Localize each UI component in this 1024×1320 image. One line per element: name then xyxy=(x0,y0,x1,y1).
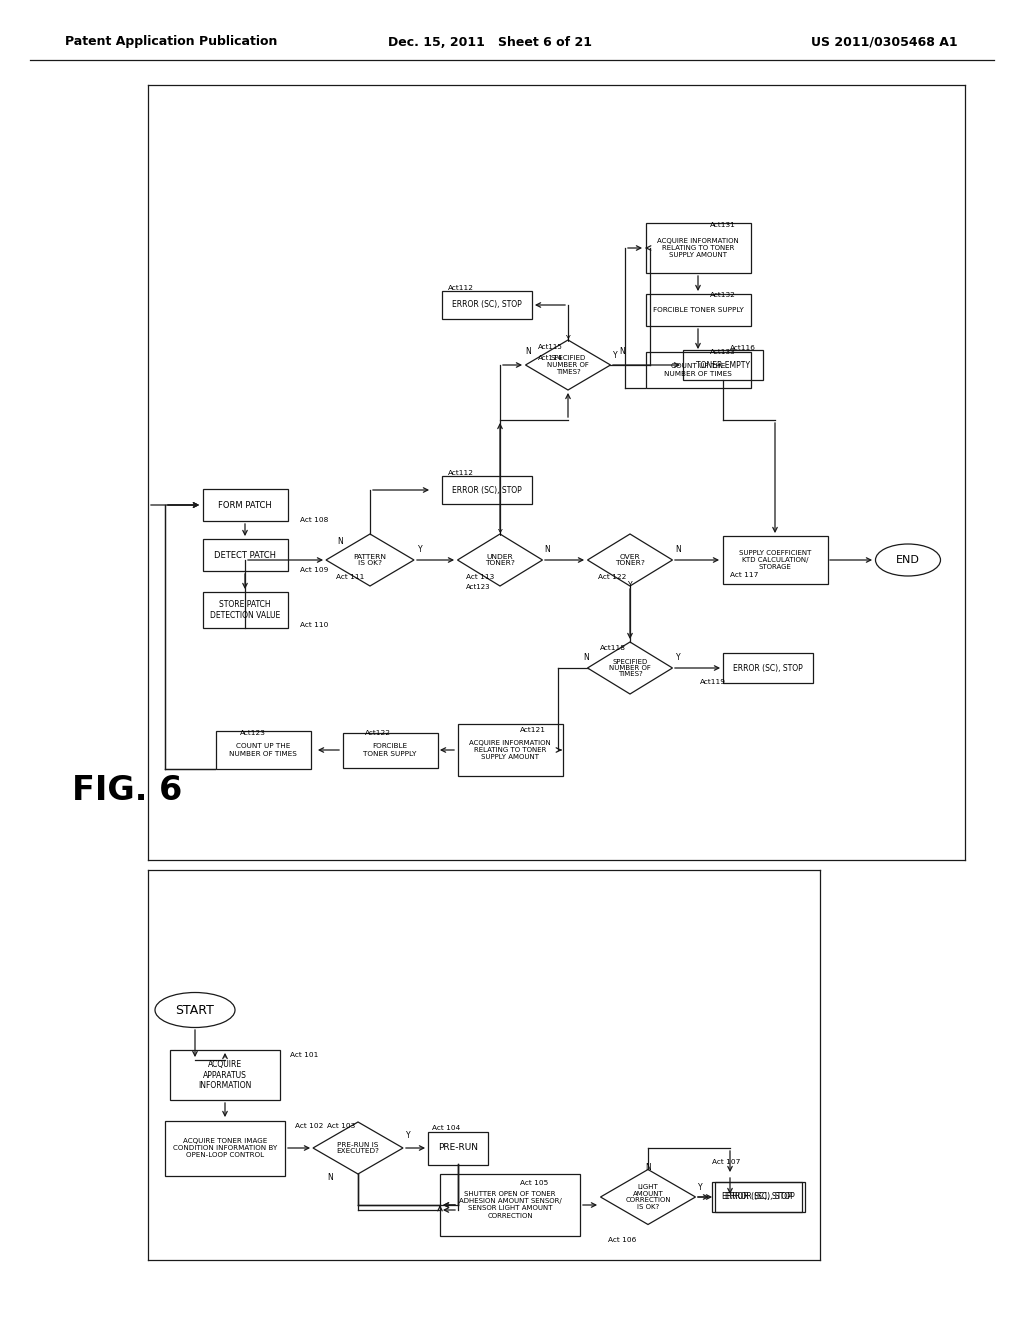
Text: ERROR (SC), STOP: ERROR (SC), STOP xyxy=(722,1192,792,1201)
Text: Act 109: Act 109 xyxy=(300,568,329,573)
Text: Act 106: Act 106 xyxy=(608,1237,636,1243)
Text: N: N xyxy=(327,1173,333,1183)
Text: ERROR (SC), STOP: ERROR (SC), STOP xyxy=(453,486,522,495)
Text: N: N xyxy=(675,545,681,554)
Text: Act121: Act121 xyxy=(520,727,546,733)
Text: SPECIFIED
NUMBER OF
TIMES?: SPECIFIED NUMBER OF TIMES? xyxy=(547,355,589,375)
Bar xyxy=(442,477,532,504)
Text: N: N xyxy=(645,1163,651,1172)
Text: Y: Y xyxy=(418,545,422,554)
Text: TONER EMPTY: TONER EMPTY xyxy=(696,360,750,370)
Text: Y: Y xyxy=(406,1131,411,1140)
Text: FORM PATCH: FORM PATCH xyxy=(218,500,272,510)
Text: LIGHT
AMOUNT
CORRECTION
IS OK?: LIGHT AMOUNT CORRECTION IS OK? xyxy=(626,1184,671,1209)
Text: Act 101: Act 101 xyxy=(290,1052,318,1059)
Bar xyxy=(712,1181,802,1212)
Text: UNDER
TONER?: UNDER TONER? xyxy=(485,554,515,566)
Text: Y: Y xyxy=(676,653,680,663)
Text: Dec. 15, 2011   Sheet 6 of 21: Dec. 15, 2011 Sheet 6 of 21 xyxy=(388,36,592,49)
Bar xyxy=(645,294,751,326)
Text: COUNT UP THE
NUMBER OF TIMES: COUNT UP THE NUMBER OF TIMES xyxy=(664,363,732,376)
Text: Y: Y xyxy=(612,351,617,359)
Bar xyxy=(645,352,751,388)
Text: ERROR (SC), STOP: ERROR (SC), STOP xyxy=(725,1192,795,1201)
Text: Act 102: Act 102 xyxy=(295,1123,324,1129)
Text: N: N xyxy=(337,537,343,546)
Text: N: N xyxy=(525,347,530,356)
Text: Act 107: Act 107 xyxy=(712,1159,740,1166)
Bar xyxy=(442,290,532,319)
Bar xyxy=(165,1121,285,1176)
Text: Y: Y xyxy=(628,582,632,590)
Text: FORCIBLE TONER SUPPLY: FORCIBLE TONER SUPPLY xyxy=(652,308,743,313)
Text: Act114: Act114 xyxy=(538,355,563,360)
Text: OVER
TONER?: OVER TONER? xyxy=(615,554,645,566)
Text: SPECIFIED
NUMBER OF
TIMES?: SPECIFIED NUMBER OF TIMES? xyxy=(609,659,651,677)
Bar xyxy=(723,653,813,682)
Text: ACQUIRE INFORMATION
RELATING TO TONER
SUPPLY AMOUNT: ACQUIRE INFORMATION RELATING TO TONER SU… xyxy=(657,238,739,257)
Bar xyxy=(428,1131,488,1164)
Text: Act 104: Act 104 xyxy=(432,1125,460,1131)
Text: STORE PATCH
DETECTION VALUE: STORE PATCH DETECTION VALUE xyxy=(210,601,281,619)
Bar xyxy=(215,731,310,770)
Text: Act131: Act131 xyxy=(710,222,736,228)
Text: Y: Y xyxy=(565,335,570,345)
Bar xyxy=(440,1173,580,1236)
Text: ERROR (SC), STOP: ERROR (SC), STOP xyxy=(453,301,522,309)
Text: SUPPLY COEFFICIENT
KTD CALCULATION/
STORAGE: SUPPLY COEFFICIENT KTD CALCULATION/ STOR… xyxy=(738,550,811,570)
Text: Act 105: Act 105 xyxy=(520,1180,548,1185)
Text: Act133: Act133 xyxy=(710,348,736,355)
Text: N: N xyxy=(620,347,625,356)
Text: Act132: Act132 xyxy=(710,292,736,298)
Text: N: N xyxy=(544,545,550,554)
Text: Act 117: Act 117 xyxy=(730,572,759,578)
Bar xyxy=(715,1181,805,1212)
Text: Y: Y xyxy=(498,529,503,539)
Bar xyxy=(458,723,562,776)
Text: Act 103: Act 103 xyxy=(327,1123,355,1129)
Text: Act 122: Act 122 xyxy=(598,574,627,579)
Text: Act 108: Act 108 xyxy=(300,517,329,523)
Text: N: N xyxy=(583,653,589,663)
Text: COUNT UP THE
NUMBER OF TIMES: COUNT UP THE NUMBER OF TIMES xyxy=(229,743,297,756)
Text: PATTERN
IS OK?: PATTERN IS OK? xyxy=(353,554,386,566)
Text: FIG. 6: FIG. 6 xyxy=(72,774,182,807)
Text: Act123: Act123 xyxy=(240,730,266,737)
Text: SHUTTER OPEN OF TONER
ADHESION AMOUNT SENSOR/
SENSOR LIGHT AMOUNT
CORRECTION: SHUTTER OPEN OF TONER ADHESION AMOUNT SE… xyxy=(459,1192,561,1218)
Text: END: END xyxy=(896,554,920,565)
Bar xyxy=(203,591,288,628)
Text: Act123: Act123 xyxy=(466,583,490,590)
Text: Act 113: Act 113 xyxy=(466,574,495,579)
Text: Act122: Act122 xyxy=(365,730,391,737)
Text: US 2011/0305468 A1: US 2011/0305468 A1 xyxy=(811,36,958,49)
Text: Patent Application Publication: Patent Application Publication xyxy=(65,36,278,49)
Text: ACQUIRE TONER IMAGE
CONDITION INFORMATION BY
OPEN-LOOP CONTROL: ACQUIRE TONER IMAGE CONDITION INFORMATIO… xyxy=(173,1138,278,1158)
Bar xyxy=(645,223,751,273)
Text: PRE-RUN: PRE-RUN xyxy=(438,1143,478,1152)
Text: PRE-RUN IS
EXECUTED?: PRE-RUN IS EXECUTED? xyxy=(337,1142,380,1154)
Text: Act116: Act116 xyxy=(730,345,756,351)
Text: Act112: Act112 xyxy=(449,470,474,477)
Bar xyxy=(203,539,288,572)
Text: FORCIBLE
TONER SUPPLY: FORCIBLE TONER SUPPLY xyxy=(364,743,417,756)
Bar xyxy=(342,733,437,767)
Text: Act115: Act115 xyxy=(538,345,563,350)
Text: Y: Y xyxy=(697,1183,702,1192)
Bar xyxy=(203,488,288,521)
Text: DETECT PATCH: DETECT PATCH xyxy=(214,550,276,560)
Text: ERROR (SC), STOP: ERROR (SC), STOP xyxy=(733,664,803,672)
Bar xyxy=(170,1049,280,1100)
Text: Act112: Act112 xyxy=(449,285,474,290)
Text: START: START xyxy=(175,1003,214,1016)
Bar xyxy=(723,536,827,583)
Text: Act118: Act118 xyxy=(600,645,626,651)
Text: ACQUIRE
APPARATUS
INFORMATION: ACQUIRE APPARATUS INFORMATION xyxy=(199,1060,252,1090)
Bar xyxy=(683,350,763,380)
Text: ACQUIRE INFORMATION
RELATING TO TONER
SUPPLY AMOUNT: ACQUIRE INFORMATION RELATING TO TONER SU… xyxy=(469,741,551,760)
Text: Act 111: Act 111 xyxy=(336,574,365,579)
Text: Act 110: Act 110 xyxy=(300,622,329,628)
Text: Act119: Act119 xyxy=(700,678,726,685)
